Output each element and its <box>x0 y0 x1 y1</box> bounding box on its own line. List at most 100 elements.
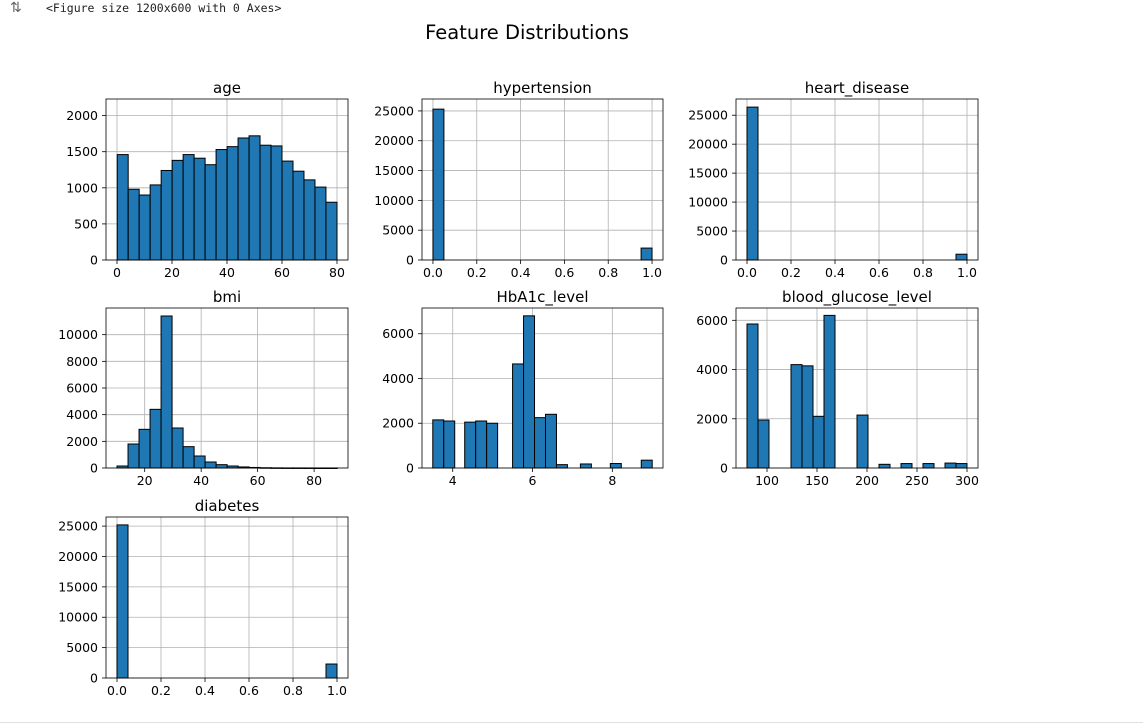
x-tick-label: 1.0 <box>642 265 662 280</box>
y-tick-label: 10000 <box>58 610 98 625</box>
output-collapse-icon[interactable]: ⇅ <box>10 0 22 16</box>
y-tick-label: 2000 <box>382 416 414 431</box>
y-tick-label: 0 <box>90 461 98 476</box>
subplot-title: age <box>213 79 241 97</box>
axes-frame <box>105 516 349 679</box>
histogram-bar <box>193 157 206 261</box>
histogram-bar <box>955 463 968 469</box>
y-tick-label: 5000 <box>382 223 414 238</box>
histogram-bar <box>812 415 825 469</box>
y-tick-label: 15000 <box>58 579 98 594</box>
y-tick-label: 20000 <box>58 549 98 564</box>
y-tick-label: 0 <box>406 461 414 476</box>
axes-frame <box>421 98 664 261</box>
histogram-bar <box>432 108 445 261</box>
x-tick-label: 0.4 <box>511 265 531 280</box>
histogram-bar <box>127 188 140 261</box>
x-tick-label: 60 <box>250 473 266 488</box>
y-tick-label: 20000 <box>688 137 728 152</box>
subplot-heart_disease: 0.0 0.2 0.4 0.6 0.8 1.0 0 5000 10000 15000 20000 25… <box>688 79 979 280</box>
x-tick-label: 100 <box>755 473 779 488</box>
x-tick-label: 0 <box>113 265 121 280</box>
subplot-age: 0 20 40 60 80 0 500 1000 1500 2000 age <box>66 79 349 280</box>
y-tick-label: 0 <box>720 461 728 476</box>
histogram-bar <box>138 194 151 261</box>
x-tick-label: 150 <box>805 473 829 488</box>
histogram-bar <box>116 154 129 261</box>
histogram-bar <box>475 420 488 469</box>
histogram-bar <box>944 462 957 469</box>
x-tick-label: 0.2 <box>151 683 171 698</box>
histogram-bar <box>248 135 261 261</box>
histogram-bar <box>116 524 129 679</box>
subplot-title: bmi <box>213 288 241 306</box>
y-tick-label: 1000 <box>66 180 98 195</box>
histogram-bar <box>325 201 338 261</box>
histogram-bar <box>138 428 151 469</box>
histogram-bar <box>579 463 592 469</box>
histogram-bar <box>160 315 173 469</box>
histogram-bar <box>303 179 316 261</box>
subplot-title: heart_disease <box>805 79 909 98</box>
x-tick-label: 0.8 <box>598 265 618 280</box>
x-tick-label: 0.4 <box>195 683 215 698</box>
subplot-bmi: 20 40 60 80 0 2000 4000 6000 8000 10000 bmi <box>58 288 349 488</box>
histogram-bar <box>204 461 217 469</box>
histogram-bar <box>171 159 184 261</box>
y-tick-label: 2000 <box>66 434 98 449</box>
y-tick-label: 0 <box>90 671 98 686</box>
histogram-bar <box>955 253 968 261</box>
histogram-bar <box>801 365 814 469</box>
histogram-bar <box>486 422 499 469</box>
subplot-title: hypertension <box>493 79 592 97</box>
histogram-bar <box>856 414 869 469</box>
x-tick-label: 0.6 <box>554 265 574 280</box>
y-tick-label: 6000 <box>66 381 98 396</box>
x-tick-label: 0.2 <box>467 265 487 280</box>
y-tick-label: 25000 <box>374 103 414 118</box>
histogram-bar <box>149 184 162 261</box>
y-tick-label: 2000 <box>696 411 728 426</box>
y-tick-label: 25000 <box>58 519 98 534</box>
y-tick-label: 0 <box>90 253 98 268</box>
x-tick-label: 20 <box>164 265 180 280</box>
x-tick-label: 250 <box>905 473 929 488</box>
y-tick-label: 6000 <box>382 326 414 341</box>
histogram-bar <box>193 455 206 469</box>
histogram-bar <box>512 363 525 469</box>
x-tick-label: 0.4 <box>825 265 845 280</box>
histogram-bar <box>746 323 759 469</box>
subplot-blood_glucose_level: 100 150 200 250 300 0 2000 4000 6000 blood_glucos… <box>696 288 979 488</box>
x-tick-label: 200 <box>855 473 879 488</box>
figure-title: Feature Distributions <box>425 21 629 44</box>
histogram-bar <box>270 145 283 261</box>
x-tick-label: 0.0 <box>107 683 127 698</box>
histogram-bar <box>237 137 250 261</box>
subplot-title: HbA1c_level <box>496 288 588 307</box>
x-tick-label: 80 <box>306 473 322 488</box>
x-tick-label: 300 <box>955 473 979 488</box>
histogram-bar <box>259 144 272 261</box>
histogram-bar <box>325 663 338 679</box>
histogram-bar <box>544 413 557 469</box>
histogram-bar <box>640 247 653 261</box>
histogram-bar <box>182 154 195 261</box>
x-tick-label: 0.0 <box>737 265 757 280</box>
histogram-bar <box>523 315 536 469</box>
histogram-bar <box>149 408 162 469</box>
x-tick-label: 0.2 <box>781 265 801 280</box>
x-tick-label: 40 <box>193 473 209 488</box>
x-tick-label: 1.0 <box>327 683 347 698</box>
x-tick-label: 0.0 <box>423 265 443 280</box>
histogram-bar <box>878 463 891 469</box>
histogram-bar <box>555 464 568 469</box>
figure-size-text: <Figure size 1200x600 with 0 Axes> <box>46 1 282 15</box>
axes-frame <box>735 98 979 261</box>
histogram-bar <box>171 427 184 469</box>
histogram-bar <box>823 314 836 469</box>
y-tick-label: 10000 <box>688 195 728 210</box>
y-tick-label: 25000 <box>688 108 728 123</box>
x-tick-label: 4 <box>449 473 457 488</box>
subplot-HbA1c_level: 4 6 8 0 2000 4000 6000 HbA1c_level <box>382 288 664 488</box>
histogram-bar <box>204 164 217 261</box>
